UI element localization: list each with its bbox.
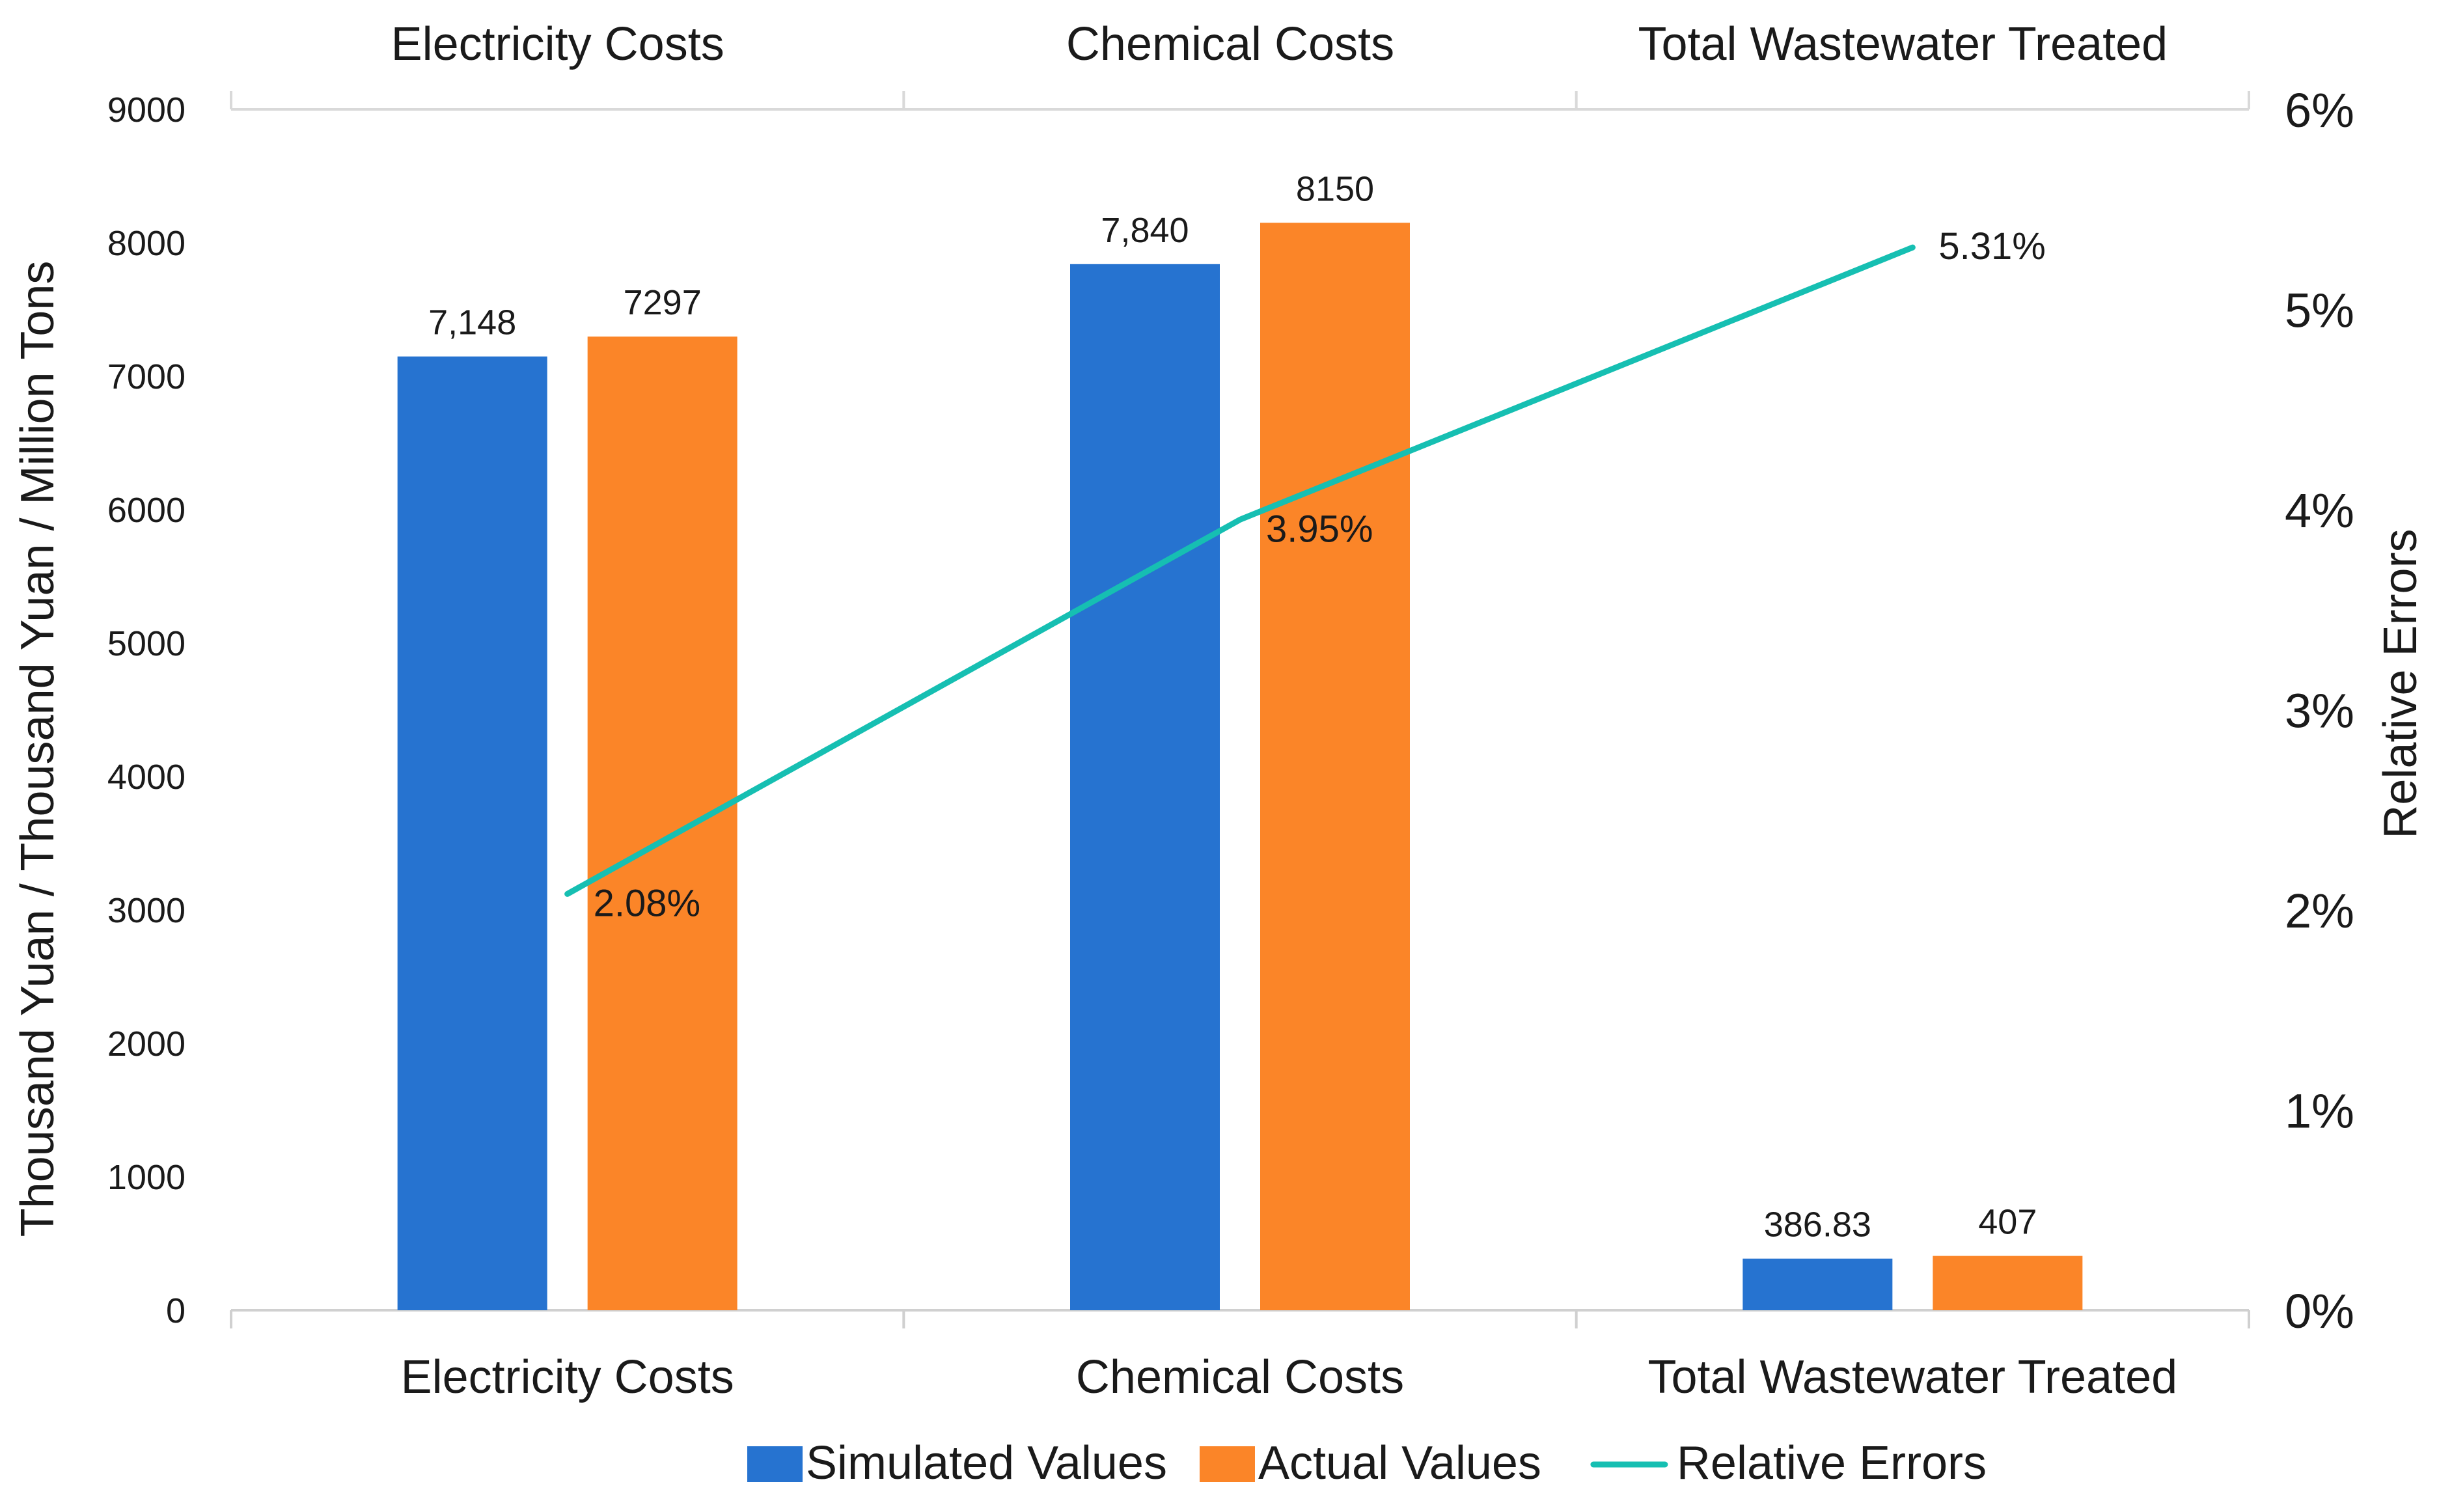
x-category-label: Electricity Costs bbox=[401, 1351, 734, 1403]
bar-data-label: 7,148 bbox=[428, 303, 516, 342]
x-category-label: Total Wastewater Treated bbox=[1647, 1351, 2177, 1403]
y-tick-label: 0 bbox=[166, 1291, 186, 1330]
top-category-label: Chemical Costs bbox=[1066, 18, 1394, 70]
legend-actual-values-swatch bbox=[1199, 1446, 1255, 1482]
y2-tick-label: 1% bbox=[2285, 1084, 2354, 1138]
y-axis-title: Thousand Yuan / Thousand Yuan / Million … bbox=[12, 261, 64, 1237]
legend: Simulated Values Actual Values Relative Er… bbox=[747, 1437, 1987, 1489]
top-category-label: Electricity Costs bbox=[391, 18, 724, 70]
bar-data-label: 8150 bbox=[1296, 169, 1374, 208]
bar-data-label: 7,840 bbox=[1101, 211, 1189, 250]
bar-data-label: 386.83 bbox=[1764, 1205, 1871, 1244]
y-tick-label: 9000 bbox=[107, 90, 186, 130]
y-tick-label: 6000 bbox=[107, 491, 186, 530]
x-category-label: Chemical Costs bbox=[1076, 1351, 1404, 1403]
relative-errors-line-group bbox=[564, 244, 1916, 897]
legend-actual-values-label: Actual Values bbox=[1258, 1437, 1541, 1489]
simulated-values-bar bbox=[1070, 264, 1220, 1310]
y2-axis-title: Relative Errors bbox=[2375, 529, 2427, 838]
relative-error-label: 3.95% bbox=[1266, 508, 1373, 550]
y2-tick-label: 3% bbox=[2285, 684, 2354, 738]
y2-tick-label: 5% bbox=[2285, 284, 2354, 338]
y2-tick-label: 6% bbox=[2285, 83, 2354, 137]
y-tick-label: 8000 bbox=[107, 224, 186, 263]
actual-values-bar bbox=[1933, 1256, 2083, 1310]
legend-relative-errors-label: Relative Errors bbox=[1677, 1437, 1987, 1489]
legend-simulated-values-label: Simulated Values bbox=[806, 1437, 1167, 1489]
y2-tick-label: 0% bbox=[2285, 1284, 2354, 1338]
y-tick-label: 3000 bbox=[107, 891, 186, 930]
simulated-values-bar bbox=[1743, 1258, 1893, 1310]
y-tick-label: 7000 bbox=[107, 357, 186, 396]
bar-data-label: 407 bbox=[1978, 1203, 2037, 1242]
actual-values-bar bbox=[1260, 223, 1410, 1310]
y2-tick-label: 4% bbox=[2285, 484, 2354, 538]
y-tick-label: 4000 bbox=[107, 758, 186, 797]
actual-values-bar bbox=[587, 337, 737, 1310]
top-category-label: Total Wastewater Treated bbox=[1638, 18, 2168, 70]
axes: 0 1000 2000 3000 4000 5000 6000 7000 8000 9000 0% 1… bbox=[12, 18, 2427, 1403]
relative-error-label: 2.08% bbox=[594, 882, 700, 924]
y-tick-label: 2000 bbox=[107, 1024, 186, 1064]
y-tick-label: 5000 bbox=[107, 624, 186, 663]
bar-data-label: 7297 bbox=[624, 283, 702, 322]
y2-tick-label: 2% bbox=[2285, 884, 2354, 938]
labels: 7,148 7,840 386.83 7297 8150 407 2.08% 3.95% 5.3… bbox=[428, 169, 2046, 1244]
legend-simulated-values-swatch bbox=[747, 1446, 803, 1482]
bars bbox=[397, 223, 2083, 1311]
relative-error-label: 5.31% bbox=[1938, 225, 2045, 268]
y-tick-label: 1000 bbox=[107, 1158, 186, 1197]
relative-errors-line bbox=[564, 244, 1916, 897]
simulated-values-bar bbox=[397, 356, 547, 1311]
